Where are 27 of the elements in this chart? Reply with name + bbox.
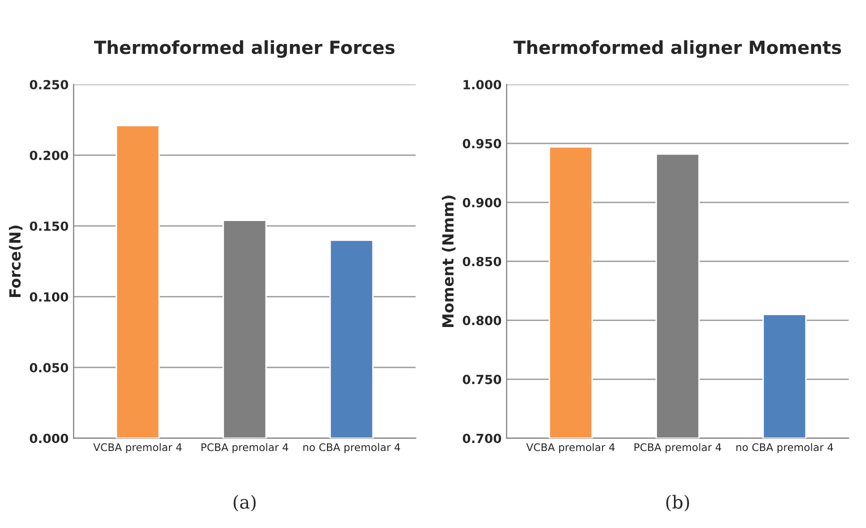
x-tick-label: no CBA premolar 4 — [303, 443, 400, 454]
x-tick-label: VCBA premolar 4 — [526, 443, 615, 454]
y-tick-label: 0.850 — [462, 256, 502, 266]
x-tick-label: no CBA premolar 4 — [736, 443, 834, 454]
bar — [116, 124, 160, 438]
y-tick-label: 0.050 — [30, 362, 68, 372]
chart-title: Thermoformed aligner Moments — [514, 40, 841, 58]
y-axis-title: Moment (Nmm) — [442, 196, 456, 327]
y-axis-title: Force(N) — [8, 226, 22, 297]
text: (a) — [234, 494, 256, 512]
y-tick-label: 0.750 — [462, 374, 502, 384]
x-tick-label: PCBA premolar 4 — [634, 443, 722, 454]
y-tick-label: 0.800 — [462, 316, 502, 326]
y-tick-label: 0.200 — [30, 150, 68, 160]
x-tick-label: VCBA premolar 4 — [93, 443, 182, 454]
y-tick-label: 1.000 — [464, 80, 502, 90]
chart-title: Thermoformed aligner Forces — [94, 40, 394, 58]
y-tick-label: 0.150 — [30, 221, 68, 231]
bar — [329, 239, 374, 438]
y-tick-label: 0.100 — [30, 292, 68, 302]
x-tick-label: PCBA premolar 4 — [202, 443, 288, 454]
y-tick-label: 0.250 — [30, 80, 68, 90]
y-tick-label: 0.000 — [30, 434, 68, 444]
y-tick-label: 0.900 — [462, 198, 502, 208]
y-tick-label: 0.700 — [462, 434, 502, 444]
text: (b) — [666, 494, 690, 512]
y-tick-label: 0.950 — [462, 138, 502, 148]
